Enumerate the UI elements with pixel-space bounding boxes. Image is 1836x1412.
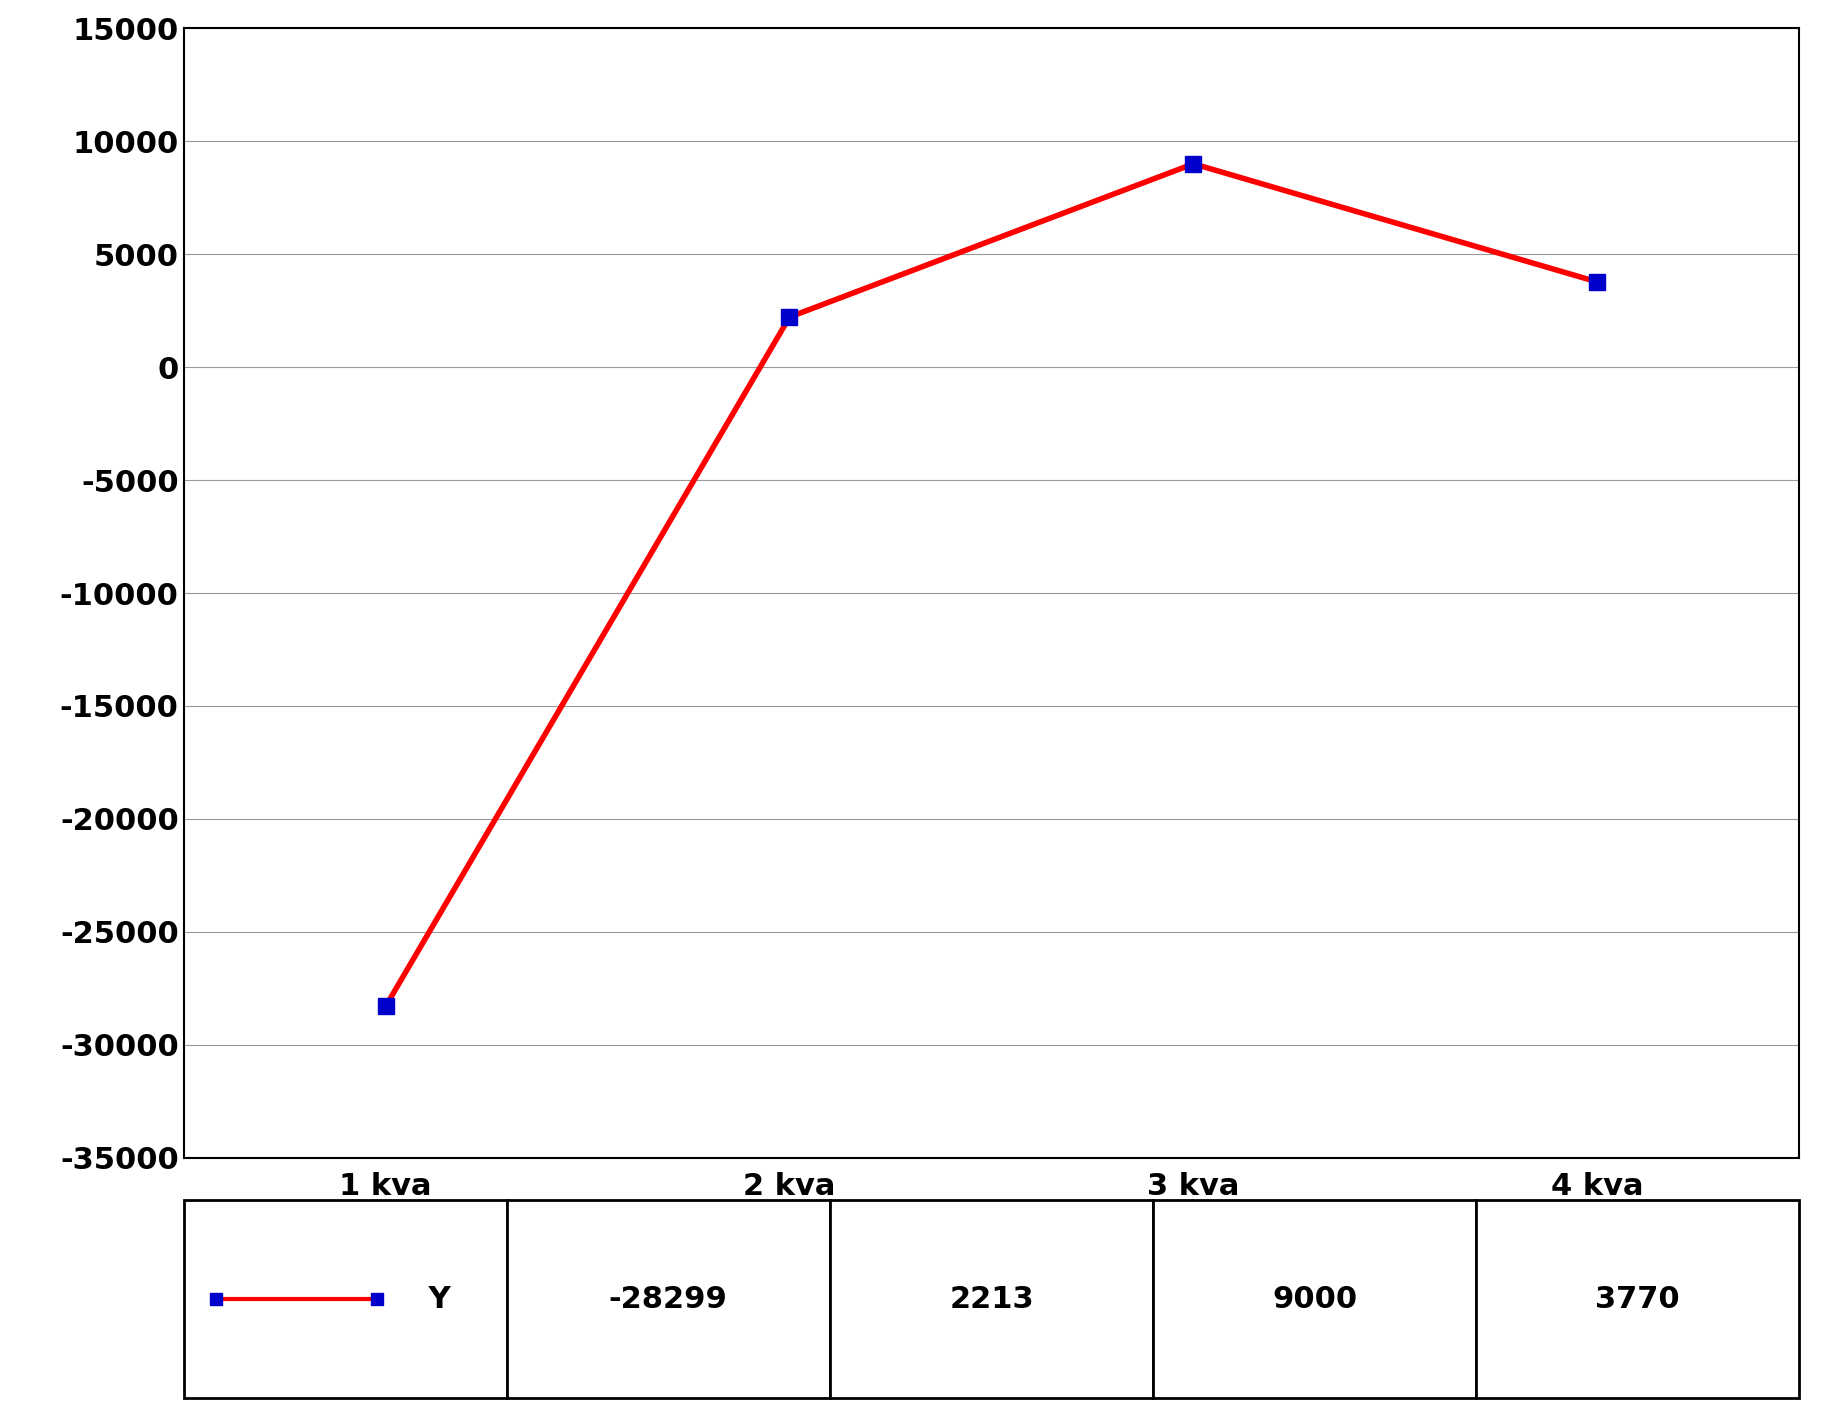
Text: Y: Y [419,1285,450,1313]
